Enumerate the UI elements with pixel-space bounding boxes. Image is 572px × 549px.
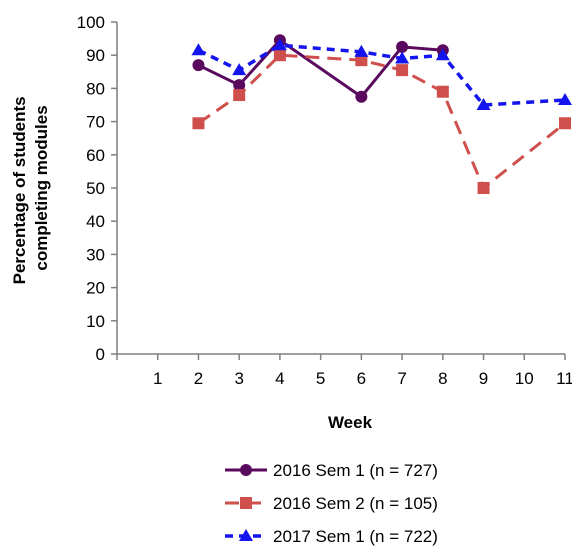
series-line-1 bbox=[197, 38, 443, 99]
legend-marker-square bbox=[240, 497, 252, 509]
x-tick-label: 8 bbox=[438, 369, 447, 388]
legend-label-3: 2017 Sem 1 (n = 722) bbox=[273, 527, 438, 546]
y-tick-label: 90 bbox=[86, 46, 105, 65]
legend: 2016 Sem 1 (n = 727) 2016 Sem 2 (n = 105)… bbox=[225, 461, 438, 546]
y-tick-label: 0 bbox=[96, 345, 105, 364]
legend-marker-triangle bbox=[239, 529, 253, 541]
data-point-circle bbox=[233, 79, 246, 92]
data-point-circle bbox=[396, 40, 409, 53]
y-tick-label: 70 bbox=[86, 113, 105, 132]
y-tick-label: 10 bbox=[86, 312, 105, 331]
x-tick-label: 11 bbox=[556, 369, 572, 388]
x-tick-label: 1 bbox=[153, 369, 162, 388]
data-point-triangle bbox=[558, 93, 572, 106]
legend-label-2: 2016 Sem 2 (n = 105) bbox=[273, 494, 438, 513]
y-tick-label: 50 bbox=[86, 179, 105, 198]
data-point-triangle bbox=[395, 51, 410, 64]
x-tick-label: 10 bbox=[515, 369, 534, 388]
x-tick-label: 3 bbox=[234, 369, 243, 388]
data-point-square bbox=[233, 89, 246, 102]
x-tick-label: 4 bbox=[275, 369, 284, 388]
data-point-circle bbox=[192, 59, 205, 72]
y-axis-label-line1: Percentage of students bbox=[10, 96, 29, 284]
y-tick-label: 40 bbox=[86, 212, 105, 231]
legend-label-1: 2016 Sem 1 (n = 727) bbox=[273, 461, 438, 480]
y-tick-label: 60 bbox=[86, 146, 105, 165]
data-point-square bbox=[192, 117, 205, 130]
series-line-2 bbox=[197, 53, 566, 191]
data-point-triangle bbox=[232, 63, 247, 76]
y-tick-label: 30 bbox=[86, 245, 105, 264]
x-ticks: 1 2 3 4 5 6 7 8 9 10 11 bbox=[116, 354, 572, 388]
data-point-square bbox=[396, 64, 409, 77]
y-tick-label: 100 bbox=[77, 13, 105, 32]
data-point-square bbox=[477, 182, 490, 194]
x-axis-label: Week bbox=[328, 413, 373, 432]
data-point-square bbox=[355, 54, 368, 67]
x-tick-label: 9 bbox=[479, 369, 488, 388]
x-tick-label: 7 bbox=[397, 369, 406, 388]
series-line-3 bbox=[197, 43, 566, 107]
series-markers bbox=[191, 34, 572, 194]
data-point-triangle bbox=[435, 48, 450, 61]
data-point-triangle bbox=[191, 43, 206, 56]
data-point-triangle bbox=[476, 98, 491, 110]
legend-marker-circle bbox=[240, 464, 252, 476]
data-point-square bbox=[436, 85, 449, 98]
axes bbox=[116, 22, 565, 355]
y-tick-label: 20 bbox=[86, 279, 105, 298]
data-point-square bbox=[559, 117, 571, 130]
x-tick-label: 2 bbox=[194, 369, 203, 388]
y-ticks: 0 10 20 30 40 50 60 70 80 90 100 bbox=[77, 13, 117, 364]
data-point-triangle bbox=[272, 38, 287, 51]
x-tick-label: 6 bbox=[357, 369, 366, 388]
data-point-square bbox=[273, 49, 286, 62]
y-axis-label-line2: completing modules bbox=[32, 105, 51, 270]
data-point-circle bbox=[355, 90, 368, 103]
series-lines bbox=[197, 38, 566, 191]
data-point-triangle bbox=[354, 44, 369, 57]
y-axis-label: Percentage of students completing module… bbox=[10, 92, 51, 285]
y-tick-label: 80 bbox=[86, 79, 105, 98]
x-tick-label: 5 bbox=[316, 369, 325, 388]
